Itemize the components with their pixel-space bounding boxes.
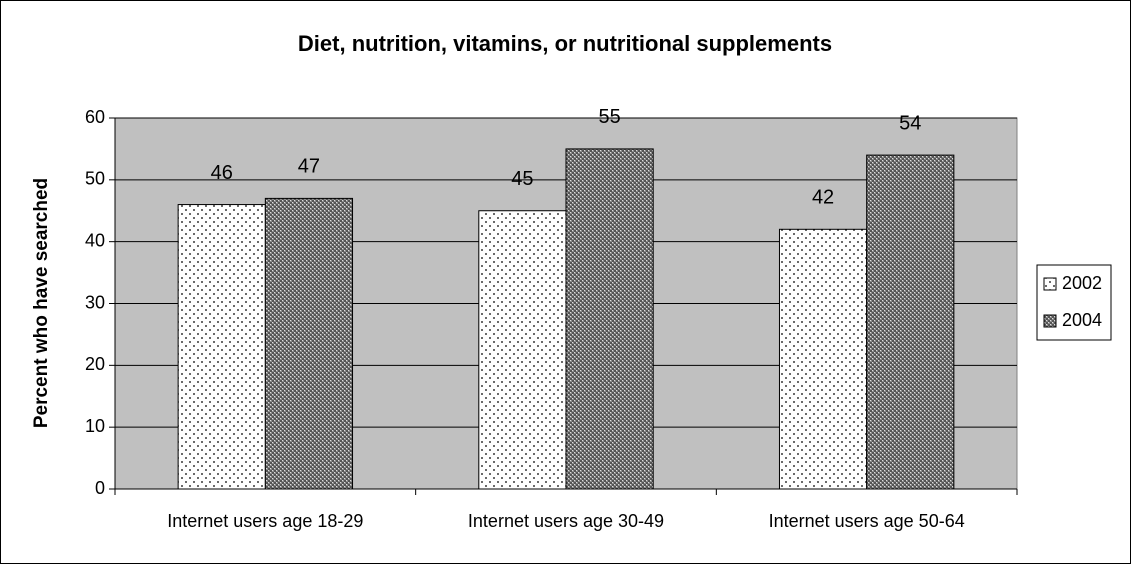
legend-swatch [1043,314,1057,328]
x-tick-label: Internet users age 30-49 [468,511,664,531]
y-tick-label: 40 [85,230,105,250]
data-label: 55 [598,106,620,128]
y-tick-label: 0 [95,478,105,498]
bar [177,204,266,490]
data-label: 46 [211,162,233,184]
bar [478,210,567,490]
y-axis-title: Percent who have searched [31,178,52,428]
y-tick-label: 60 [85,107,105,127]
y-tick-label: 50 [85,169,105,189]
data-label: 54 [899,112,921,134]
data-label: 47 [298,156,320,178]
y-tick-label: 30 [85,292,105,312]
data-label: 45 [511,168,533,190]
legend-swatch [1043,277,1057,291]
bar [778,228,868,490]
y-tick-label: 20 [85,354,105,374]
x-tick-label: Internet users age 50-64 [769,511,965,531]
bar [866,154,955,490]
legend-label: 2002 [1062,273,1102,293]
legend-label: 2004 [1062,310,1102,330]
bar [264,197,354,490]
bar [565,148,654,490]
x-tick-label: Internet users age 18-29 [167,511,363,531]
y-tick-label: 10 [85,416,105,436]
chart-title: Diet, nutrition, vitamins, or nutritiona… [298,31,832,56]
data-label: 42 [812,187,834,209]
